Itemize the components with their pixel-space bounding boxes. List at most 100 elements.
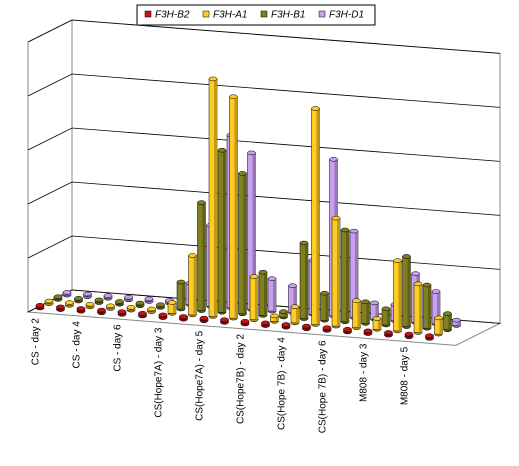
- bar-top: [44, 298, 54, 304]
- bar-group: [229, 94, 238, 321]
- bar-top: [208, 76, 218, 82]
- bar-top: [156, 302, 165, 307]
- bar-group: [53, 294, 63, 302]
- bar-shade: [273, 278, 276, 312]
- bar-group: [267, 276, 277, 314]
- bar-top: [279, 309, 288, 314]
- bar-top: [361, 299, 370, 305]
- bar-top: [331, 215, 341, 221]
- bar-top: [425, 333, 434, 338]
- bar-top: [290, 304, 300, 309]
- bar-group: [322, 325, 332, 333]
- bar-group: [217, 147, 227, 315]
- bar-group: [452, 317, 461, 328]
- bar-group: [340, 227, 350, 325]
- x-tick-label: CS - day 6: [113, 324, 124, 372]
- bar-group: [56, 304, 65, 312]
- bar-group: [83, 291, 92, 299]
- bar-group: [290, 304, 300, 326]
- bar-top: [124, 294, 133, 300]
- bar-top: [372, 316, 382, 321]
- bar-group: [261, 320, 270, 328]
- grid-line: [27, 127, 501, 162]
- bar-top: [135, 300, 145, 306]
- bar-group: [425, 333, 434, 341]
- bar-top: [343, 327, 352, 332]
- bar-group: [372, 316, 382, 332]
- bar-top: [158, 312, 168, 318]
- bar-shade: [296, 306, 299, 323]
- bar-group: [320, 290, 329, 323]
- bar-group: [197, 200, 206, 313]
- bar-shade: [182, 281, 185, 309]
- bar-group: [270, 313, 279, 324]
- bar-top: [413, 281, 423, 287]
- grid-line: [27, 181, 501, 216]
- bar-top: [217, 147, 227, 153]
- back-wall: [71, 19, 501, 324]
- legend-label: F3H-B2: [155, 10, 190, 21]
- bar-group: [208, 76, 218, 319]
- bar-top: [443, 311, 452, 316]
- bar-top: [402, 254, 411, 259]
- bar-top: [270, 313, 279, 319]
- bar-shade: [428, 284, 431, 329]
- bar-top: [167, 300, 177, 305]
- bar-top: [65, 300, 74, 305]
- bar-shade: [243, 173, 247, 314]
- bar-shade: [457, 320, 461, 326]
- bar-top: [220, 317, 229, 322]
- bar-top: [281, 322, 291, 327]
- bar-top: [352, 298, 361, 303]
- x-tick-label: M808 - day 5: [400, 346, 411, 405]
- bar-top: [229, 94, 238, 99]
- bar-top: [35, 303, 45, 308]
- bar-shade: [437, 291, 440, 324]
- bar-top: [431, 289, 441, 294]
- bar-group: [363, 328, 373, 336]
- bar-top: [434, 315, 443, 321]
- bar-shade: [407, 256, 411, 327]
- x-tick-label: CS(Hope 7B) - day 6: [318, 340, 329, 433]
- bar-top: [329, 157, 338, 162]
- bar-top: [83, 291, 92, 297]
- bar-shade: [325, 293, 329, 321]
- side-wall: [27, 19, 73, 313]
- bar-group: [281, 322, 291, 330]
- bar-top: [144, 296, 154, 302]
- bar-group: [434, 315, 443, 337]
- bar-group: [258, 269, 268, 318]
- bar-group: [147, 306, 156, 314]
- bar-top: [240, 319, 250, 324]
- bar-top: [452, 317, 461, 323]
- legend-marker: [318, 10, 326, 18]
- bar-group: [199, 315, 209, 324]
- bar-top: [349, 228, 359, 234]
- x-tick-label: M808 - day 3: [359, 343, 370, 402]
- bar-group: [167, 300, 177, 316]
- bar-top: [106, 303, 115, 309]
- x-tick-label: CS(Hope7A) - day 5: [195, 330, 206, 420]
- bar-top: [249, 274, 259, 279]
- bar-top: [147, 306, 156, 312]
- bar-shade: [316, 108, 320, 325]
- x-tick-label: CS(Hope7B) - day 2: [236, 334, 247, 424]
- bar-top: [176, 279, 186, 285]
- legend-label: F3H-A1: [213, 10, 247, 21]
- bar-group: [176, 279, 186, 312]
- bar-top: [62, 290, 72, 295]
- legend: F3H-B2 F3H-A1 F3H-B1 F3H-D1: [136, 4, 376, 26]
- bar-group: [97, 307, 106, 316]
- bar-group: [249, 274, 259, 322]
- bar-group: [299, 240, 309, 321]
- bar-group: [279, 309, 288, 320]
- bar-group: [62, 290, 72, 298]
- bar-top: [299, 240, 309, 246]
- bar-group: [179, 314, 188, 322]
- bar-top: [53, 294, 63, 299]
- bar-shade: [202, 202, 206, 311]
- bar-group: [124, 294, 133, 303]
- bar-group: [361, 299, 370, 326]
- bar-top: [126, 305, 136, 310]
- bar-shade: [419, 283, 422, 333]
